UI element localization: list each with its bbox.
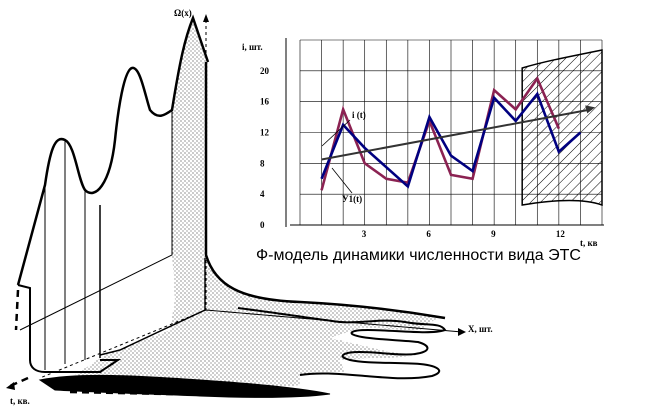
- inset-chart: 3 6 9 12 0 4 8 12 16 20 i, шт. t, кв i (t) У1(t): [242, 36, 604, 248]
- omega-plane-edge: [19, 110, 173, 331]
- omega-curve: [16, 14, 210, 286]
- series-label-i-pointer: [321, 119, 351, 147]
- figure-caption: Ф-модель динамики численности вида ЭТС: [256, 247, 581, 264]
- x-tick-label: 12: [556, 229, 566, 239]
- trend-line: [321, 108, 592, 161]
- omega-projection-wave: [237, 307, 447, 380]
- omega-axis-label: Ω(x): [174, 8, 192, 18]
- y-axis-label: i, шт.: [242, 42, 263, 52]
- omega-axis-arrow: [203, 14, 209, 22]
- x-axis: [205, 309, 463, 333]
- x-axis-label-inset: t, кв: [580, 238, 598, 248]
- omega-tail: [204, 62, 446, 320]
- x-axis-arrow: [458, 328, 466, 336]
- y-tick-label: 16: [260, 97, 270, 107]
- omega-plane-edge-lower: [99, 258, 206, 356]
- series-label-i: i (t): [352, 110, 366, 120]
- omega-left-bracket: [17, 284, 122, 373]
- x-tick-label: 9: [491, 229, 496, 239]
- x-tick-label: 6: [426, 229, 431, 239]
- axis-layer: 3 6 9 12 0 4 8 12 16 20: [260, 38, 604, 239]
- x-axis-label: X, шт.: [468, 324, 493, 334]
- series-label-y1: У1(t): [342, 194, 362, 204]
- series-label-y1-pointer: [331, 167, 353, 194]
- trend-arrow-head: [585, 105, 596, 114]
- series-line-i: [320, 75, 561, 191]
- y-tick-label: 20: [260, 66, 270, 76]
- t-axis-label: t, кв.: [10, 396, 30, 406]
- hatched-forecast-region: [521, 49, 603, 207]
- hatched-region-layer: [521, 49, 603, 207]
- series-line-y1: [320, 91, 582, 189]
- y-tick-label: 4: [260, 189, 265, 199]
- series-layer: [320, 75, 596, 191]
- x-tick-label: 3: [362, 229, 367, 239]
- y-tick-label: 12: [260, 128, 270, 138]
- omega-surface-diagram: Ω(x) X, шт. t, кв.: [6, 8, 493, 406]
- y-tick-label: 0: [260, 220, 265, 230]
- t-axis-arrow: [6, 382, 15, 390]
- y-tick-label: 8: [260, 158, 265, 168]
